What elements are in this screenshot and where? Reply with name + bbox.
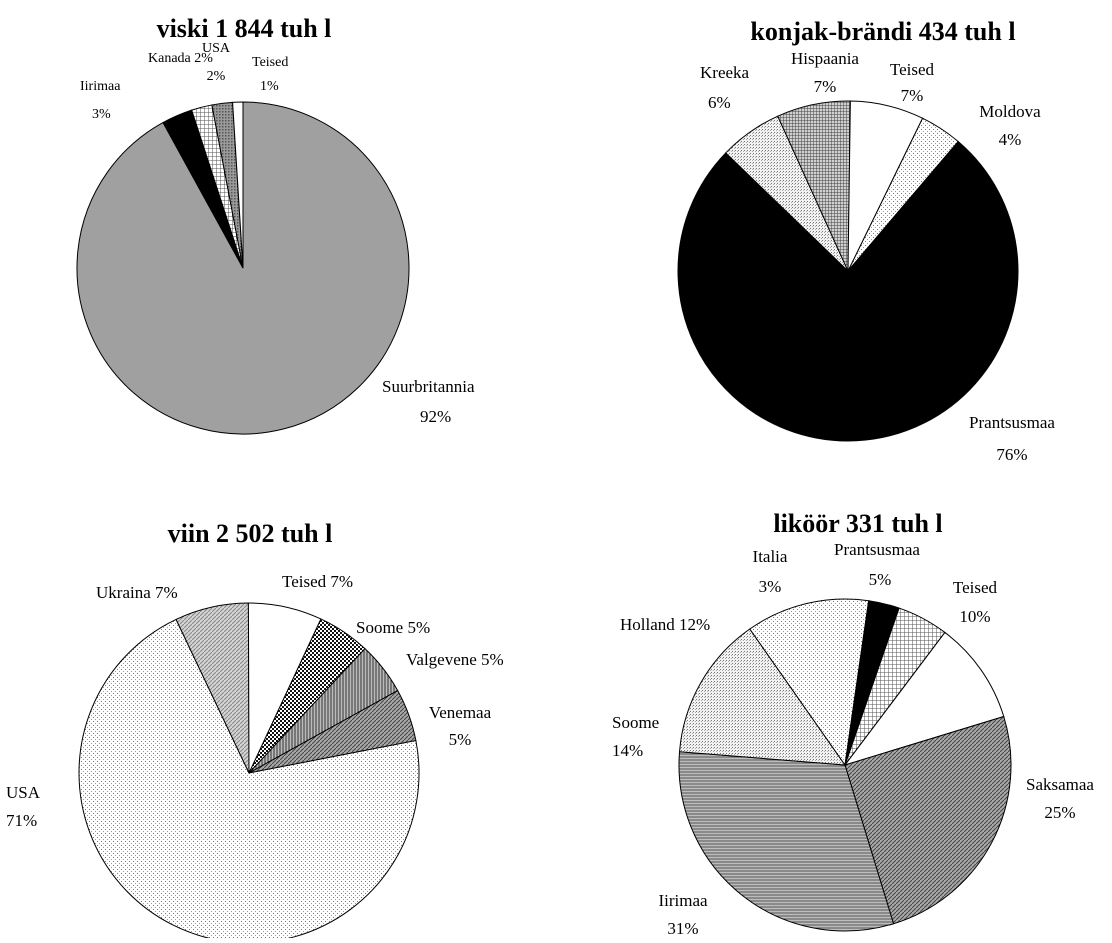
slice-label-teised: Teised (953, 578, 998, 597)
slice-label-holland: Holland 12% (620, 615, 710, 634)
slice-label-kanada: Kanada 2% (148, 51, 213, 66)
slice-label-moldova: Moldova (979, 102, 1041, 121)
slice-label-soome: Soome 5% (356, 618, 430, 637)
pie-slice-usa (78, 618, 420, 943)
chart-likoor: liköör 331 tuh l Italia 3% Prantsusmaa 5… (612, 509, 1094, 938)
slice-label-hispaania: Hispaania (791, 49, 859, 68)
slice-label-venemaa-pct: 5% (449, 730, 472, 749)
pie-slice-prantsusmaa (677, 140, 1019, 442)
slice-label-saksamaa-pct: 25% (1044, 803, 1075, 822)
slice-label-prantsusmaa-pct: 5% (869, 570, 892, 589)
slice-label-kreeka-pct: 6% (708, 93, 731, 112)
slice-label-kreeka: Kreeka (700, 63, 750, 82)
pie-slice-holland (749, 598, 870, 767)
slice-label-suurbritannia: Suurbritannia (382, 377, 475, 396)
chart-viin: viin 2 502 tuh l Ukraina 7% Teised 7% So… (6, 519, 504, 943)
slice-label-usa-pct: 2% (207, 69, 226, 84)
chart-title: konjak-brändi 434 tuh l (750, 17, 1015, 46)
slice-label-prantsusmaa-pct: 76% (996, 445, 1027, 464)
slice-label-prantsusmaa: Prantsusmaa (834, 540, 920, 559)
pie-slice-iirimaa (678, 751, 895, 932)
slice-label-suurbritannia-pct: 92% (420, 407, 451, 426)
pie-slice-soome (678, 628, 847, 766)
pie-slice-teised (843, 631, 1005, 766)
chart-viski: viski 1 844 tuh l Kanada 2% USA 2% Teise… (76, 14, 475, 435)
pie-slice-teised (847, 100, 924, 272)
slice-label-usa: USA (6, 783, 41, 802)
slice-label-usa-pct: 71% (6, 811, 37, 830)
chart-konjak: konjak-brändi 434 tuh l Kreeka 6% Hispaa… (677, 17, 1055, 464)
slice-label-iirimaa: Iirimaa (80, 79, 121, 94)
slice-label-soome-pct: 14% (612, 741, 643, 760)
slice-label-teised: Teised (890, 60, 935, 79)
pie-viski (76, 101, 410, 435)
pie-slice-italia (844, 600, 900, 766)
pie-likoor (678, 598, 1012, 932)
slice-label-iirimaa: Iirimaa (658, 891, 708, 910)
pie-viin (78, 602, 420, 943)
slice-label-iirimaa-pct: 31% (667, 919, 698, 938)
slice-label-moldova-pct: 4% (999, 130, 1022, 149)
slice-label-soome: Soome (612, 713, 659, 732)
slice-label-iirimaa-pct: 3% (92, 107, 111, 122)
slice-label-hispaania-pct: 7% (814, 77, 837, 96)
slice-label-prantsusmaa: Prantsusmaa (969, 413, 1055, 432)
slice-label-italia: Italia (753, 547, 788, 566)
slice-label-italia-pct: 3% (759, 577, 782, 596)
slice-label-teised: Teised (252, 55, 288, 70)
slice-label-venemaa: Venemaa (429, 703, 492, 722)
slice-label-ukraina: Ukraina 7% (96, 583, 178, 602)
chart-title: liköör 331 tuh l (773, 509, 942, 538)
slice-label-teised-pct: 1% (260, 79, 279, 94)
slice-label-teised: Teised 7% (282, 572, 353, 591)
pie-konjak (677, 100, 1019, 442)
pie-slice-teised (232, 101, 244, 269)
chart-title: viski 1 844 tuh l (157, 14, 332, 43)
slice-label-saksamaa: Saksamaa (1026, 775, 1094, 794)
pie-slice-saksamaa (844, 715, 1012, 925)
chart-title: viin 2 502 tuh l (168, 519, 333, 548)
slice-label-usa: USA (202, 41, 231, 56)
slice-label-teised-pct: 7% (901, 86, 924, 105)
pie-slice-teised (247, 602, 322, 774)
slice-label-teised-pct: 10% (959, 607, 990, 626)
slice-label-valgevene: Valgevene 5% (406, 650, 504, 669)
